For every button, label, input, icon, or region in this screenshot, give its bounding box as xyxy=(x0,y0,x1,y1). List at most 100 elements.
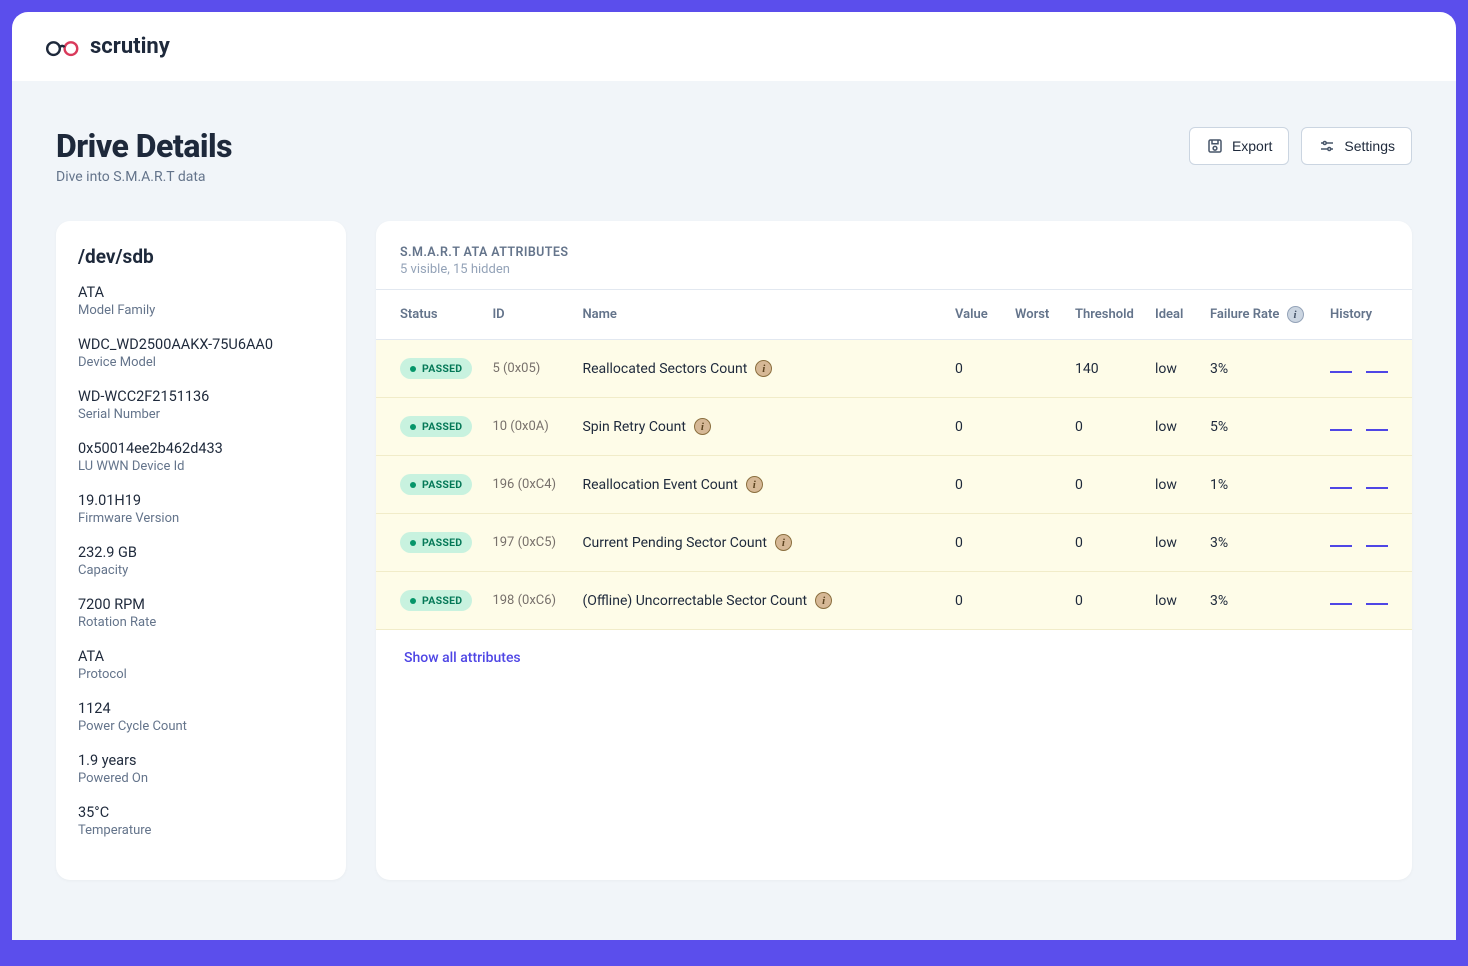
attr-value: 0 xyxy=(945,398,1005,456)
device-info-value: 1124 xyxy=(78,700,324,717)
device-info-label: Model Family xyxy=(78,303,324,318)
table-row[interactable]: PASSED 5 (0x05) Reallocated Sectors Count i… xyxy=(376,340,1412,398)
table-row[interactable]: PASSED 197 (0xC5) Current Pending Sector C… xyxy=(376,514,1412,572)
device-info-label: Power Cycle Count xyxy=(78,719,324,734)
table-row[interactable]: PASSED198 (0xC6)(Offline) Uncorrectable … xyxy=(376,572,1412,630)
info-icon[interactable]: i xyxy=(1287,306,1304,323)
page-title: Drive Details xyxy=(56,127,232,165)
attr-name: Spin Retry Count xyxy=(582,419,686,435)
table-row[interactable]: PASSED10 (0x0A)Spin Retry Counti00low5% xyxy=(376,398,1412,456)
attributes-subtitle: 5 visible, 15 hidden xyxy=(400,262,1388,277)
attr-ideal: low xyxy=(1145,572,1200,630)
save-icon xyxy=(1206,137,1224,155)
attr-threshold: 0 xyxy=(1065,398,1145,456)
info-icon[interactable]: i xyxy=(815,592,832,609)
attr-failure_rate: 3% xyxy=(1200,340,1320,398)
attr-id: 197 (0xC5) xyxy=(482,514,572,572)
device-info-value: 35°C xyxy=(78,804,324,821)
attr-ideal: low xyxy=(1145,398,1200,456)
device-info-item: 35°C Temperature xyxy=(78,804,324,838)
attributes-table: Status ID Name Value Worst Threshold Ide… xyxy=(376,289,1412,630)
settings-label: Settings xyxy=(1344,138,1395,154)
attr-value: 0 xyxy=(945,340,1005,398)
device-info-value: 1.9 years xyxy=(78,752,324,769)
col-worst[interactable]: Worst xyxy=(1005,290,1065,340)
attr-ideal: low xyxy=(1145,340,1200,398)
attr-value: 0 xyxy=(945,456,1005,514)
device-info-label: Serial Number xyxy=(78,407,324,422)
attr-threshold: 0 xyxy=(1065,572,1145,630)
attr-threshold: 140 xyxy=(1065,340,1145,398)
col-threshold[interactable]: Threshold xyxy=(1065,290,1145,340)
history-sparkline xyxy=(1330,545,1388,547)
history-sparkline xyxy=(1330,429,1388,431)
device-info-label: Device Model xyxy=(78,355,324,370)
page-subtitle: Dive into S.M.A.R.T data xyxy=(56,169,232,185)
attr-threshold: 0 xyxy=(1065,514,1145,572)
attr-id: 10 (0x0A) xyxy=(482,398,572,456)
attr-id: 5 (0x05) xyxy=(482,340,572,398)
device-info-item: WDC_WD2500AAKX-75U6AA0 Device Model xyxy=(78,336,324,370)
attr-failure_rate: 3% xyxy=(1200,572,1320,630)
history-sparkline xyxy=(1330,603,1388,605)
status-badge: PASSED xyxy=(400,532,472,553)
device-info-value: 232.9 GB xyxy=(78,544,324,561)
device-info-item: ATAProtocol xyxy=(78,648,324,682)
export-label: Export xyxy=(1232,138,1272,154)
col-ideal[interactable]: Ideal xyxy=(1145,290,1200,340)
device-info-value: 7200 RPM xyxy=(78,596,324,613)
device-info-item: 7200 RPM Rotation Rate xyxy=(78,596,324,630)
table-row[interactable]: PASSED 196 (0xC4) Reallocation Event Count… xyxy=(376,456,1412,514)
info-icon[interactable]: i xyxy=(694,418,711,435)
device-info-label: Protocol xyxy=(78,667,324,682)
info-icon[interactable]: i xyxy=(775,534,792,551)
status-badge: PASSED xyxy=(400,590,472,611)
attr-worst xyxy=(1005,572,1065,630)
device-info-label: Temperature xyxy=(78,823,324,838)
device-info-value: ATA xyxy=(78,284,324,301)
attr-name: Reallocated Sectors Count xyxy=(582,361,747,377)
status-badge: PASSED xyxy=(400,358,472,379)
device-info-label: LU WWN Device Id xyxy=(78,459,324,474)
attributes-title: S.M.A.R.T ATA ATTRIBUTES xyxy=(400,245,1388,260)
attr-failure_rate: 1% xyxy=(1200,456,1320,514)
attr-threshold: 0 xyxy=(1065,456,1145,514)
history-sparkline xyxy=(1330,371,1388,373)
app-name: scrutiny xyxy=(90,34,170,59)
status-badge: PASSED xyxy=(400,474,472,495)
attr-ideal: low xyxy=(1145,514,1200,572)
attr-failure_rate: 5% xyxy=(1200,398,1320,456)
attr-ideal: low xyxy=(1145,456,1200,514)
info-icon[interactable]: i xyxy=(746,476,763,493)
attr-worst xyxy=(1005,514,1065,572)
sliders-icon xyxy=(1318,137,1336,155)
status-badge: PASSED xyxy=(400,416,472,437)
attr-worst xyxy=(1005,456,1065,514)
device-info-label: Rotation Rate xyxy=(78,615,324,630)
app-logo[interactable]: scrutiny xyxy=(44,34,1424,59)
attr-name: Current Pending Sector Count xyxy=(582,535,767,551)
attr-id: 198 (0xC6) xyxy=(482,572,572,630)
col-value[interactable]: Value xyxy=(945,290,1005,340)
col-name[interactable]: Name xyxy=(572,290,945,340)
history-sparkline xyxy=(1330,487,1388,489)
device-info-value: WDC_WD2500AAKX-75U6AA0 xyxy=(78,336,324,353)
attr-id: 196 (0xC4) xyxy=(482,456,572,514)
attr-failure_rate: 3% xyxy=(1200,514,1320,572)
info-icon[interactable]: i xyxy=(755,360,772,377)
export-button[interactable]: Export xyxy=(1189,127,1289,165)
col-status[interactable]: Status xyxy=(376,290,482,340)
device-info-value: 0x50014ee2b462d433 xyxy=(78,440,324,457)
device-info-item: 232.9 GBCapacity xyxy=(78,544,324,578)
attr-name: Reallocation Event Count xyxy=(582,477,737,493)
col-id[interactable]: ID xyxy=(482,290,572,340)
device-info-item: 1.9 yearsPowered On xyxy=(78,752,324,786)
device-info-value: WD-WCC2F2151136 xyxy=(78,388,324,405)
device-info-item: 19.01H19Firmware Version xyxy=(78,492,324,526)
settings-button[interactable]: Settings xyxy=(1301,127,1412,165)
show-all-link[interactable]: Show all attributes xyxy=(404,650,521,666)
col-failure-rate[interactable]: Failure Rate i xyxy=(1200,290,1320,340)
col-history[interactable]: History xyxy=(1320,290,1412,340)
device-info-item: 1124 Power Cycle Count xyxy=(78,700,324,734)
device-info-item: 0x50014ee2b462d433 LU WWN Device Id xyxy=(78,440,324,474)
